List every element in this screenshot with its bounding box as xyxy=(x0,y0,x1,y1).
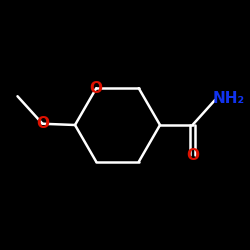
Text: O: O xyxy=(90,81,103,96)
Text: O: O xyxy=(186,148,199,162)
Text: NH₂: NH₂ xyxy=(213,91,245,106)
Text: O: O xyxy=(36,116,49,131)
